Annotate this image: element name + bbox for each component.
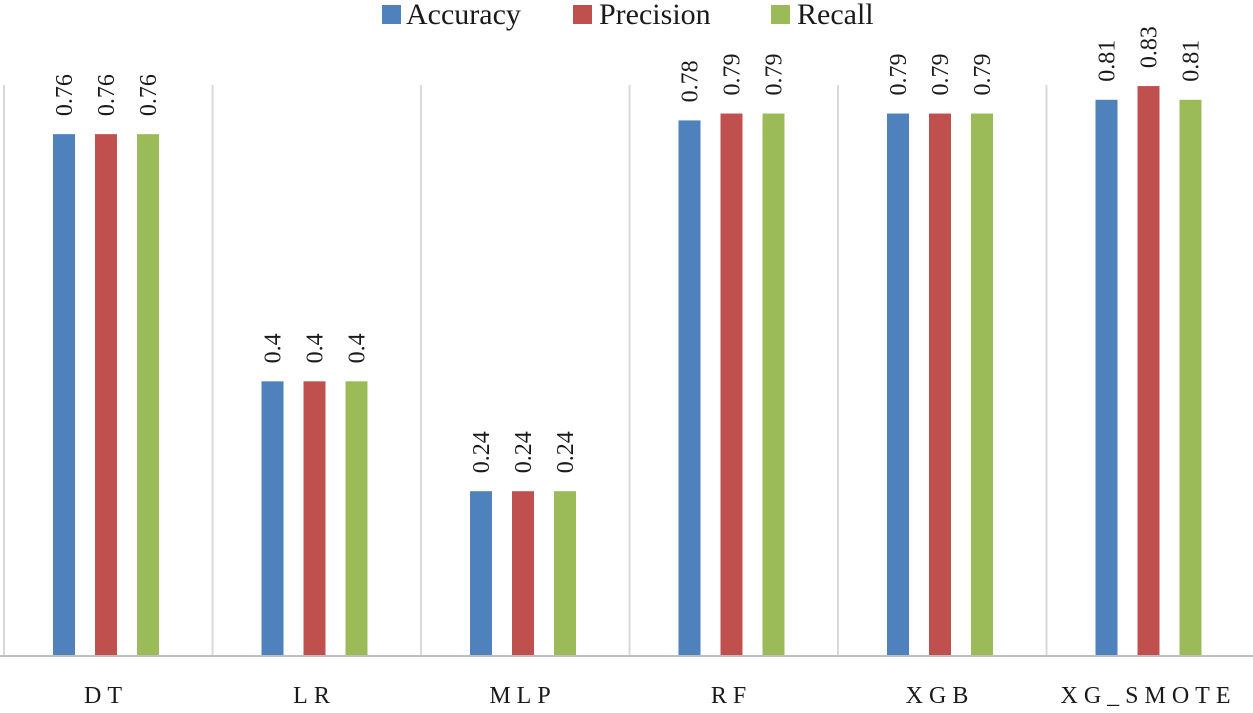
value-label-mlp-precision: 0.24 bbox=[511, 431, 537, 473]
value-label-xg-smote-accuracy: 0.81 bbox=[1095, 40, 1121, 82]
category-label-xg-smote: XG_SMOTE bbox=[1060, 683, 1236, 708]
bar-dt-accuracy bbox=[53, 134, 75, 657]
legend-swatch-precision bbox=[573, 5, 592, 24]
legend-swatch-accuracy bbox=[382, 5, 401, 24]
category-label-dt: DT bbox=[84, 683, 128, 708]
value-label-dt-accuracy: 0.76 bbox=[52, 74, 78, 116]
bar-lr-recall bbox=[345, 381, 368, 656]
legend-label-precision: Precision bbox=[599, 0, 711, 31]
value-label-mlp-recall: 0.24 bbox=[553, 431, 579, 473]
bar-dt-recall bbox=[137, 134, 159, 657]
legend: Accuracy Precision Recall bbox=[382, 0, 874, 31]
gridlines bbox=[3, 85, 1048, 656]
value-label-rf-precision: 0.79 bbox=[720, 54, 746, 96]
value-label-xgb-accuracy: 0.79 bbox=[886, 54, 912, 96]
category-label-lr: LR bbox=[293, 683, 336, 708]
category-label-rf: RF bbox=[711, 683, 752, 708]
value-label-lr-recall: 0.4 bbox=[345, 333, 371, 363]
bar-rf-recall bbox=[762, 113, 785, 657]
legend-label-recall: Recall bbox=[797, 0, 874, 31]
bar-xg-smote-precision bbox=[1137, 86, 1160, 657]
bar-mlp-recall bbox=[554, 491, 576, 656]
value-labels: 0.76 0.76 0.76 0.4 0.4 0.4 0.24 0.24 0.24 0.78 0.7… bbox=[52, 26, 1205, 473]
value-label-lr-accuracy: 0.4 bbox=[261, 333, 287, 363]
value-label-mlp-accuracy: 0.24 bbox=[469, 431, 495, 473]
bar-xg-smote-recall bbox=[1179, 99, 1202, 657]
bar-dt-precision bbox=[95, 134, 117, 657]
value-label-xgb-precision: 0.79 bbox=[928, 54, 954, 96]
category-label-xgb: XGB bbox=[906, 683, 975, 708]
bar-xgb-recall bbox=[971, 113, 993, 657]
bar-xgb-precision bbox=[929, 113, 951, 657]
bar-lr-precision bbox=[303, 381, 326, 656]
bar-xg-smote-accuracy bbox=[1095, 99, 1118, 657]
bar-mlp-precision bbox=[512, 491, 534, 656]
value-label-rf-accuracy: 0.78 bbox=[678, 60, 704, 102]
bar-lr-accuracy bbox=[261, 381, 284, 656]
value-label-xg-smote-recall: 0.81 bbox=[1179, 40, 1205, 82]
value-label-lr-precision: 0.4 bbox=[303, 333, 329, 363]
bar-rf-precision bbox=[720, 113, 743, 657]
value-label-dt-recall: 0.76 bbox=[136, 74, 162, 116]
bars bbox=[53, 86, 1202, 657]
category-labels: DT LR MLP RF XGB XG_SMOTE bbox=[84, 683, 1236, 709]
category-label-mlp: MLP bbox=[489, 683, 556, 708]
bar-mlp-accuracy bbox=[470, 491, 492, 656]
legend-swatch-recall bbox=[771, 5, 790, 24]
legend-label-accuracy: Accuracy bbox=[406, 0, 521, 31]
value-label-xgb-recall: 0.79 bbox=[970, 54, 996, 96]
value-label-rf-recall: 0.79 bbox=[762, 54, 788, 96]
value-label-dt-precision: 0.76 bbox=[94, 74, 120, 116]
bar-xgb-accuracy bbox=[887, 113, 909, 657]
value-label-xg-smote-precision: 0.83 bbox=[1137, 26, 1163, 68]
bar-rf-accuracy bbox=[678, 120, 701, 656]
